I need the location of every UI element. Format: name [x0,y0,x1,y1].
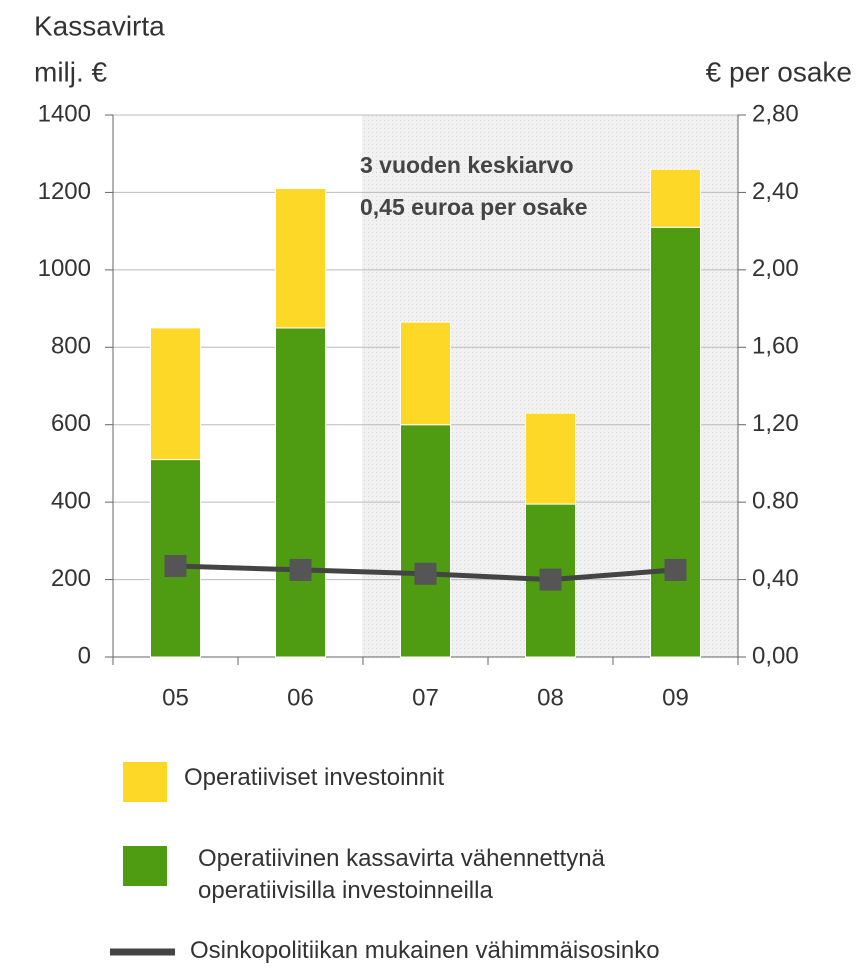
legend-text: Osinkopolitiikan mukainen vähimmäisosink… [190,937,660,964]
y-tick-label: 200 [51,565,91,592]
y-axis-label: milj. € [34,56,108,87]
bar [650,168,701,228]
bar [400,424,451,658]
y2-tick-label: 2,40 [752,178,799,205]
x-tick-label: 06 [287,684,314,711]
bar [150,327,201,461]
y2-tick-label: 1,20 [752,410,799,437]
y2-tick-label: 0.80 [752,487,799,514]
y2-tick-label: 0,40 [752,565,799,592]
y-tick-label: 1200 [38,178,91,205]
bar [400,321,451,426]
y-tick-label: 0 [78,642,91,669]
legend-swatch [123,762,167,802]
y-tick-label: 1400 [38,100,91,127]
line-marker [164,555,187,578]
line-marker [289,558,312,581]
line-marker [539,568,562,591]
bar [275,327,326,658]
chart-title: Kassavirta [34,10,165,41]
y2-tick-label: 0,00 [752,642,799,669]
annotation: 3 vuoden keskiarvo [360,152,574,178]
y-tick-label: 1000 [38,255,91,282]
y-tick-label: 800 [51,333,91,360]
x-tick-label: 05 [162,684,189,711]
x-tick-label: 09 [662,684,689,711]
x-tick-label: 07 [412,684,439,711]
legend-swatch [123,846,167,886]
y-tick-label: 600 [51,410,91,437]
y-tick-label: 400 [51,487,91,514]
annotation: 0,45 euroa per osake [360,194,588,220]
bar [525,412,576,505]
line-marker [664,558,687,581]
bar [650,226,701,658]
y2-tick-label: 2,00 [752,255,799,282]
legend-text: Operatiivinen kassavirta vähennettynä op… [198,845,605,904]
y2-tick-label: 1,60 [752,333,799,360]
line-marker [414,562,437,585]
legend-text: Operatiiviset investoinnit [184,764,445,791]
bar [275,188,326,329]
x-tick-label: 08 [537,684,564,711]
y2-axis-label: € per osake [706,56,852,87]
y2-tick-label: 2,80 [752,100,799,127]
